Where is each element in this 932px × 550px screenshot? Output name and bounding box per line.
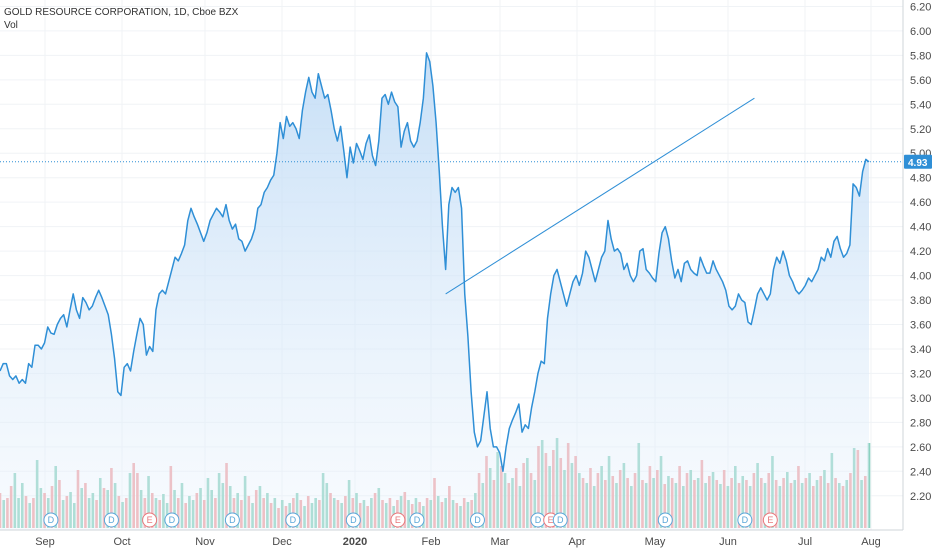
x-tick-label: Apr [568, 536, 585, 548]
current-price-label: 4.93 [908, 158, 928, 169]
marker-letter: D [108, 515, 115, 525]
marker-circle [285, 512, 301, 528]
marker-circle [762, 512, 778, 528]
marker-letter: D [350, 515, 357, 525]
y-tick-label: 6.00 [910, 26, 931, 38]
dividend-marker[interactable]: D [103, 512, 119, 528]
marker-circle [103, 512, 119, 528]
marker-circle [469, 512, 485, 528]
x-tick-label: Dec [272, 536, 292, 548]
y-tick-label: 4.20 [910, 246, 931, 258]
marker-letter: D [742, 515, 749, 525]
earnings-marker[interactable]: E [762, 512, 778, 528]
x-tick-label: Mar [491, 536, 510, 548]
marker-circle [409, 512, 425, 528]
y-tick-label: 5.60 [910, 75, 931, 87]
marker-letter: D [474, 515, 481, 525]
x-tick-label: 2020 [343, 536, 367, 548]
x-tick-label: Jun [719, 536, 737, 548]
dividend-marker[interactable]: D [43, 512, 59, 528]
price-area [0, 52, 869, 531]
y-tick-label: 3.60 [910, 320, 931, 332]
earnings-marker[interactable]: E [390, 512, 406, 528]
current-price-tag [904, 154, 932, 169]
marker-letter: D [48, 515, 55, 525]
y-tick-label: 4.00 [910, 271, 931, 283]
area-layer [0, 52, 903, 531]
marker-circle [657, 512, 673, 528]
y-tick-label: 2.60 [910, 442, 931, 454]
marker-letter: E [395, 515, 401, 525]
marker-circle [737, 512, 753, 528]
y-tick-label: 2.80 [910, 417, 931, 429]
x-tick-label: Nov [195, 536, 215, 548]
dividend-marker[interactable]: D [409, 512, 425, 528]
dividend-marker[interactable]: D [469, 512, 485, 528]
marker-letter: D [290, 515, 297, 525]
dividend-marker[interactable]: D [737, 512, 753, 528]
marker-letter: D [662, 515, 669, 525]
dividend-marker[interactable]: D [285, 512, 301, 528]
x-tick-label: May [645, 536, 666, 548]
dividend-marker[interactable]: D [345, 512, 361, 528]
x-tick-label: Jul [798, 536, 812, 548]
marker-letter: E [147, 515, 153, 525]
marker-circle [142, 512, 158, 528]
y-tick-label: 4.80 [910, 173, 931, 185]
dividend-marker[interactable]: D [657, 512, 673, 528]
dividend-marker[interactable]: D [224, 512, 240, 528]
marker-circle [390, 512, 406, 528]
trendline[interactable] [445, 97, 755, 295]
dividend-marker[interactable]: D [530, 512, 546, 528]
marker-letter: D [229, 515, 236, 525]
marker-letter: D [414, 515, 421, 525]
dividend-marker[interactable]: D [164, 512, 180, 528]
y-tick-label: 3.00 [910, 393, 931, 405]
x-tick-label: Oct [113, 536, 130, 548]
y-tick-label: 5.20 [910, 124, 931, 136]
x-tick-label: Sep [35, 536, 55, 548]
marker-letter: D [169, 515, 176, 525]
marker-circle [43, 512, 59, 528]
earnings-marker[interactable]: E [142, 512, 158, 528]
marker-letter: E [548, 515, 554, 525]
price-line [0, 52, 870, 473]
y-tick-label: 3.40 [910, 344, 931, 356]
marker-circle [224, 512, 240, 528]
y-tick-label: 3.80 [910, 295, 931, 307]
marker-letter: D [535, 515, 542, 525]
x-tick-label: Aug [861, 536, 881, 548]
chart-title: GOLD RESOURCE CORPORATION, 1D, Cboe BZX [4, 7, 239, 18]
marker-letter: E [767, 515, 773, 525]
y-tick-label: 2.40 [910, 466, 931, 478]
y-tick-label: 5.40 [910, 99, 931, 111]
y-tick-label: 4.60 [910, 197, 931, 209]
marker-circle [164, 512, 180, 528]
y-tick-label: 3.20 [910, 368, 931, 380]
volume-label: Vol [4, 20, 18, 31]
x-tick-label: Feb [422, 536, 441, 548]
y-tick-label: 2.20 [910, 491, 931, 503]
marker-circle [552, 512, 568, 528]
marker-circle [345, 512, 361, 528]
marker-letter: D [557, 515, 564, 525]
y-tick-label: 6.20 [910, 1, 931, 13]
y-tick-label: 4.40 [910, 222, 931, 234]
dividend-marker[interactable]: D [552, 512, 568, 528]
y-tick-label: 5.80 [910, 50, 931, 62]
